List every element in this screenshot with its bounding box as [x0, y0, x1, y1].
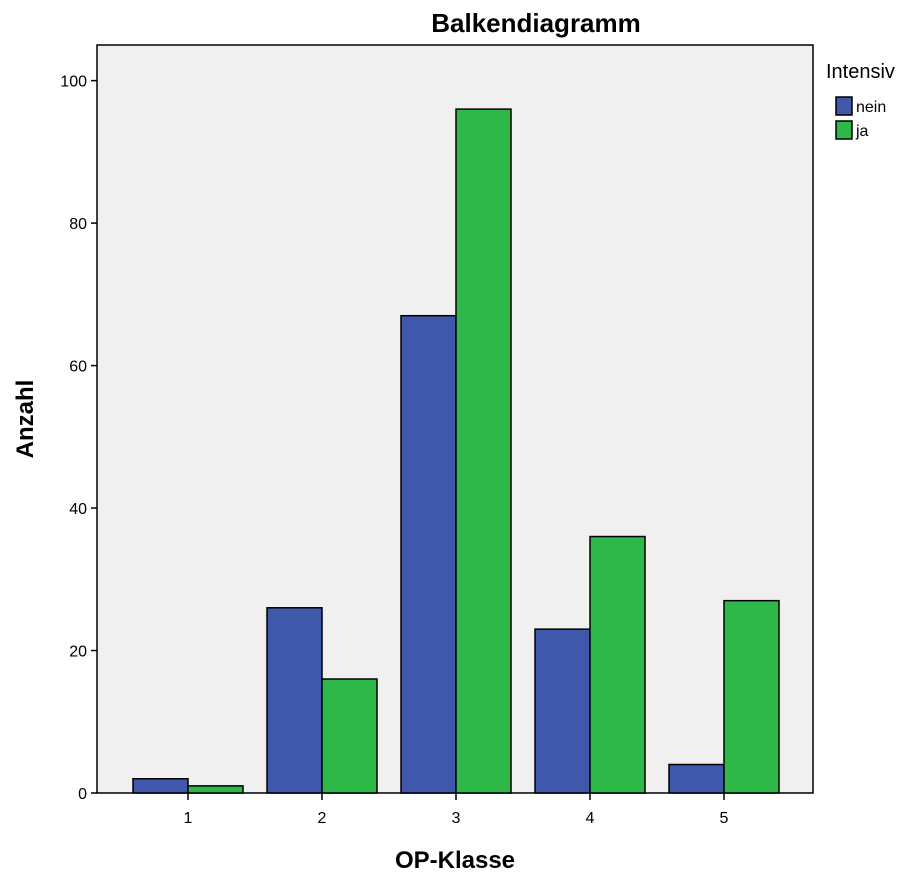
y-axis-title: Anzahl [12, 380, 39, 459]
legend-swatch-nein [835, 96, 853, 116]
bar-ja-4 [589, 535, 646, 794]
y-tick-label: 0 [78, 786, 87, 803]
y-tick-label: 100 [60, 74, 87, 91]
x-tick-label: 5 [720, 810, 729, 827]
bar-nein-3 [400, 314, 457, 794]
x-tick-label: 2 [318, 810, 327, 827]
x-tick-label: 4 [586, 810, 595, 827]
legend-swatch-ja [835, 120, 853, 140]
x-axis: 1 2 3 4 5 [184, 793, 729, 827]
bar-ja-2 [321, 678, 378, 794]
bar-nein-1 [132, 778, 189, 794]
y-tick-label: 60 [69, 359, 87, 376]
x-axis-title: OP-Klasse [395, 847, 515, 873]
bar-ja-3 [455, 108, 512, 794]
legend-label-nein: nein [856, 99, 886, 116]
x-tick-label: 3 [452, 810, 461, 827]
y-tick-label: 40 [69, 501, 87, 518]
chart-title: Balkendiagramm [431, 8, 641, 38]
bar-nein-5 [668, 763, 725, 794]
x-tick-label: 1 [184, 810, 193, 827]
legend-label-ja: ja [855, 123, 869, 140]
legend: Intensiv nein ja [826, 61, 895, 140]
bar-ja-5 [723, 599, 780, 794]
bars-group [132, 108, 780, 794]
bar-ja-1 [187, 785, 244, 794]
y-axis: 0 20 40 60 80 100 [60, 74, 97, 803]
bar-nein-2 [266, 607, 323, 794]
y-tick-label: 20 [69, 644, 87, 661]
y-tick-label: 80 [69, 216, 87, 233]
bar-nein-4 [534, 628, 591, 794]
legend-title: Intensiv [826, 61, 895, 83]
